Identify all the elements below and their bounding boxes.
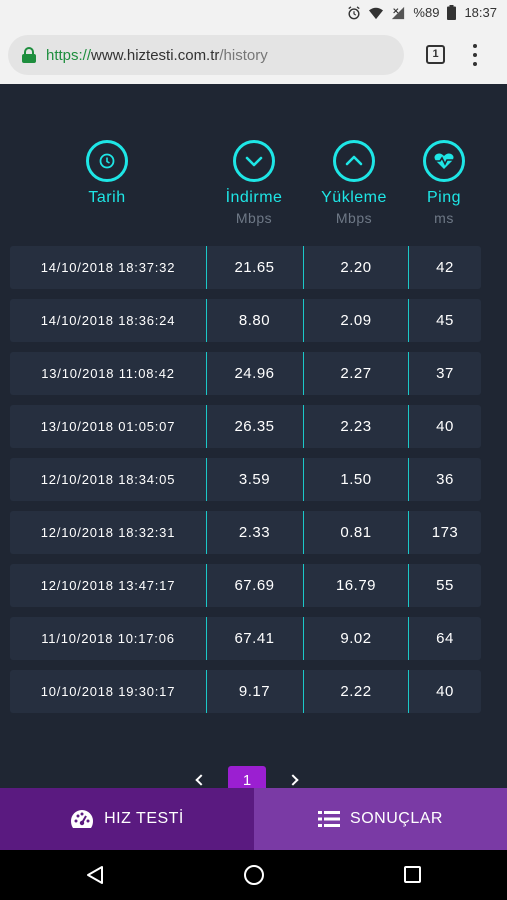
row-upload: 1.50 <box>340 471 372 488</box>
row-download: 2.33 <box>238 524 271 541</box>
row-ping: 173 <box>431 524 459 541</box>
row-date: 11/10/2018 10:17:06 <box>41 631 175 646</box>
tab-switcher-button[interactable]: 1 <box>426 45 445 64</box>
arrow-down-icon <box>233 140 275 182</box>
row-download: 9.17 <box>238 683 271 700</box>
lock-icon <box>22 47 36 63</box>
url-path: /history <box>219 46 268 64</box>
tab-speed-test[interactable]: HIZ TESTİ <box>0 788 254 850</box>
battery-icon <box>447 5 457 20</box>
row-ping: 36 <box>436 471 454 488</box>
history-row[interactable]: 13/10/2018 11:08:42 24.96 2.27 37 <box>10 352 481 395</box>
row-date: 14/10/2018 18:36:24 <box>40 313 176 328</box>
column-header-upload: Yükleme Mbps <box>314 140 394 226</box>
history-row[interactable]: 14/10/2018 18:37:32 21.65 2.20 42 <box>10 246 481 289</box>
row-upload: 2.09 <box>340 312 372 329</box>
previous-page-icon[interactable] <box>195 774 207 786</box>
row-upload: 2.22 <box>340 683 372 700</box>
column-title-upload: Yükleme <box>321 189 387 206</box>
browser-toolbar: https://www.hiztesti.com.tr/history 1 <box>0 27 507 84</box>
clock-icon <box>86 140 128 182</box>
battery-percent: %89 <box>413 5 440 20</box>
next-page-icon[interactable] <box>287 774 299 786</box>
tab-results-label: SONUÇLAR <box>350 810 443 827</box>
row-upload: 9.02 <box>340 630 372 647</box>
column-unit-ping: ms <box>434 210 454 226</box>
column-unit-download: Mbps <box>235 210 273 226</box>
row-ping: 40 <box>436 418 454 435</box>
history-row[interactable]: 14/10/2018 18:36:24 8.80 2.09 45 <box>10 299 481 342</box>
history-content: Tarih İndirme Mbps Yükleme Mbps Ping ms … <box>0 84 507 788</box>
browser-menu-icon[interactable] <box>472 44 478 66</box>
column-unit-upload: Mbps <box>335 210 373 226</box>
bottom-tab-bar: HIZ TESTİ SONUÇLAR <box>0 788 507 850</box>
current-page-button[interactable]: 1 <box>228 766 266 788</box>
row-upload: 0.81 <box>340 524 372 541</box>
row-download: 24.96 <box>234 365 275 382</box>
android-nav-bar <box>0 850 507 900</box>
row-download: 3.59 <box>238 471 271 488</box>
row-date: 13/10/2018 01:05:07 <box>40 419 176 434</box>
column-header-date: Tarih <box>67 140 147 207</box>
row-download: 67.41 <box>234 630 275 647</box>
row-date: 12/10/2018 13:47:17 <box>40 578 176 593</box>
row-ping: 45 <box>436 312 454 329</box>
url-scheme: https:// <box>46 46 92 64</box>
tab-speed-test-label: HIZ TESTİ <box>104 810 184 827</box>
status-bar-right: %89 18:37 <box>347 5 497 20</box>
arrow-up-icon <box>333 140 375 182</box>
address-bar[interactable]: https://www.hiztesti.com.tr/history <box>8 35 404 75</box>
row-date: 10/10/2018 19:30:17 <box>40 684 176 699</box>
url-host: www.hiztesti.com.tr <box>91 46 220 64</box>
row-download: 8.80 <box>238 312 271 329</box>
speedometer-icon <box>71 810 94 828</box>
row-date: 12/10/2018 18:34:05 <box>40 472 176 487</box>
status-bar: %89 18:37 <box>0 0 507 27</box>
row-upload: 2.23 <box>340 418 372 435</box>
row-download: 67.69 <box>234 577 275 594</box>
column-title-date: Tarih <box>88 189 126 206</box>
list-icon <box>318 811 341 827</box>
column-header-download: İndirme Mbps <box>214 140 294 226</box>
history-row[interactable]: 12/10/2018 18:34:05 3.59 1.50 36 <box>10 458 481 501</box>
heartbeat-icon <box>423 140 465 182</box>
home-icon[interactable] <box>244 865 264 885</box>
back-icon[interactable] <box>86 865 104 885</box>
column-title-ping: Ping <box>426 189 462 206</box>
row-upload: 16.79 <box>335 577 377 594</box>
history-row[interactable]: 11/10/2018 10:17:06 67.41 9.02 64 <box>10 617 481 660</box>
row-ping: 37 <box>436 365 454 382</box>
row-date: 14/10/2018 18:37:32 <box>40 260 176 275</box>
tab-results[interactable]: SONUÇLAR <box>254 788 507 850</box>
column-header-ping: Ping ms <box>414 140 474 226</box>
history-row[interactable]: 10/10/2018 19:30:17 9.17 2.22 40 <box>10 670 481 713</box>
row-ping: 55 <box>436 577 454 594</box>
row-ping: 40 <box>436 683 454 700</box>
history-row[interactable]: 12/10/2018 13:47:17 67.69 16.79 55 <box>10 564 481 607</box>
row-ping: 64 <box>436 630 454 647</box>
row-download: 21.65 <box>234 259 275 276</box>
clock-time: 18:37 <box>464 5 497 20</box>
row-date: 13/10/2018 11:08:42 <box>41 366 175 381</box>
row-download: 26.35 <box>234 418 275 435</box>
column-title-download: İndirme <box>225 189 283 206</box>
signal-icon <box>392 6 405 19</box>
history-row[interactable]: 13/10/2018 01:05:07 26.35 2.23 40 <box>10 405 481 448</box>
history-row[interactable]: 12/10/2018 18:32:31 2.33 0.81 173 <box>10 511 481 554</box>
url-text[interactable]: https://www.hiztesti.com.tr/history <box>46 47 268 64</box>
recent-apps-icon[interactable] <box>404 866 421 883</box>
row-date: 12/10/2018 18:32:31 <box>40 525 176 540</box>
row-ping: 42 <box>436 259 454 276</box>
wifi-icon <box>369 7 384 19</box>
row-upload: 2.27 <box>340 365 372 382</box>
row-upload: 2.20 <box>340 259 372 276</box>
alarm-icon <box>348 5 361 19</box>
